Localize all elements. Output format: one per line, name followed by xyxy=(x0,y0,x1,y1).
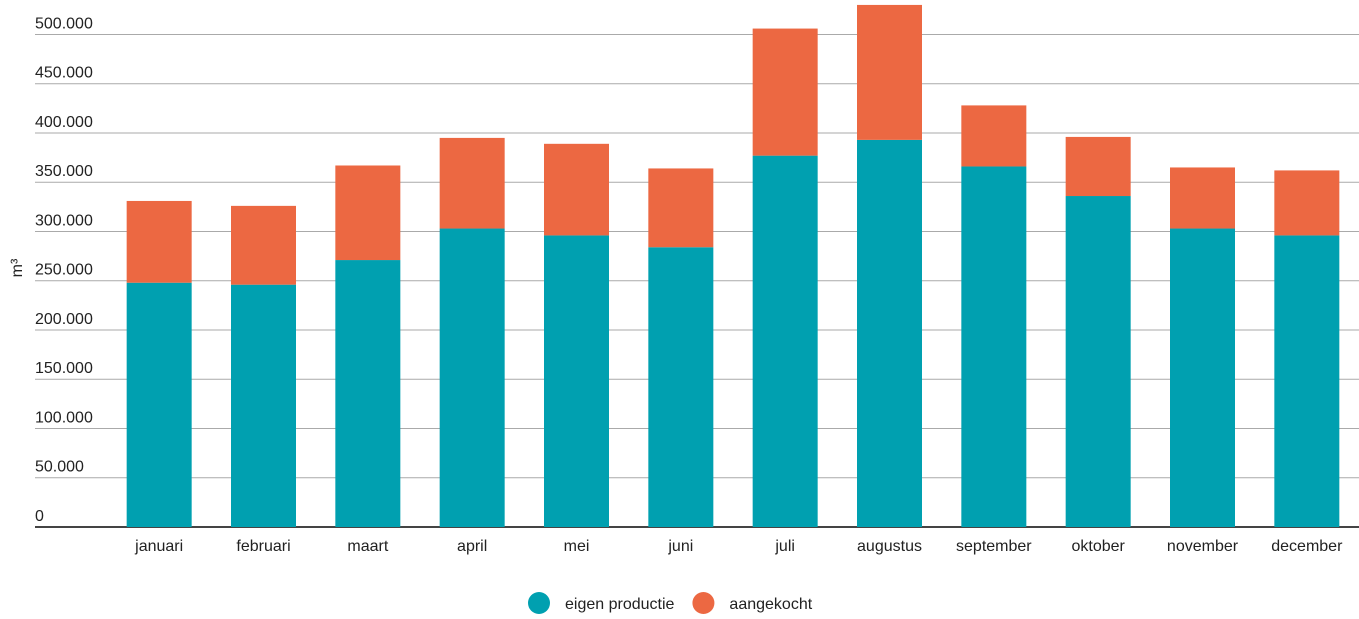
legend-marker xyxy=(692,592,715,614)
x-tick-label: januari xyxy=(134,538,183,555)
bar-segment xyxy=(857,139,922,527)
y-tick-label: 500.000 xyxy=(35,15,93,32)
y-tick-label: 50.000 xyxy=(35,459,84,476)
bar-segment xyxy=(857,4,922,140)
y-tick-label: 100.000 xyxy=(35,409,93,426)
x-tick-label: juli xyxy=(774,538,795,555)
x-tick-label: augustus xyxy=(857,538,922,555)
bar-segment xyxy=(1274,235,1340,528)
bar-segment xyxy=(648,247,714,527)
bar-segment xyxy=(1274,170,1340,236)
x-tick-label: september xyxy=(956,538,1032,555)
bar-segment xyxy=(1170,167,1235,229)
x-tick-label: juni xyxy=(667,538,693,555)
x-tick-label: maart xyxy=(347,538,388,555)
x-tick-label: november xyxy=(1167,538,1239,555)
bar-segment xyxy=(1065,196,1131,527)
x-tick-label: mei xyxy=(564,538,590,555)
legend-marker xyxy=(528,592,550,614)
bar-segment xyxy=(126,282,192,527)
y-tick-label: 200.000 xyxy=(35,311,93,328)
bar-segment xyxy=(335,260,401,527)
bar-segment xyxy=(961,105,1027,167)
bar-segment xyxy=(439,137,505,229)
bar-segment xyxy=(1170,228,1235,528)
bar-segment xyxy=(544,235,609,528)
bar-segment xyxy=(439,228,505,528)
y-tick-label: 0 xyxy=(35,508,44,525)
legend-label: eigen productie xyxy=(565,596,675,613)
y-tick-label: 300.000 xyxy=(35,212,93,229)
bar-segment xyxy=(961,166,1027,527)
bar-segment xyxy=(1065,136,1131,197)
bar-segment xyxy=(335,165,401,261)
y-axis-label: m³ xyxy=(9,258,26,277)
legend-label: aangekocht xyxy=(729,596,812,613)
x-tick-label: december xyxy=(1271,538,1343,555)
bar-segment xyxy=(752,28,818,156)
x-tick-label: april xyxy=(457,538,487,555)
bar-segment xyxy=(231,205,296,285)
y-tick-label: 350.000 xyxy=(35,163,93,180)
y-tick-label: 450.000 xyxy=(35,65,93,82)
x-tick-label: februari xyxy=(236,538,290,555)
x-tick-label: oktober xyxy=(1071,538,1125,555)
y-tick-label: 400.000 xyxy=(35,114,93,131)
bar-segment xyxy=(231,284,296,527)
y-tick-label: 250.000 xyxy=(35,262,93,279)
bar-segment xyxy=(126,200,192,283)
bar-segment xyxy=(648,168,714,248)
bar-segment xyxy=(752,155,818,527)
bar-segment xyxy=(544,143,609,236)
y-tick-label: 150.000 xyxy=(35,360,93,377)
